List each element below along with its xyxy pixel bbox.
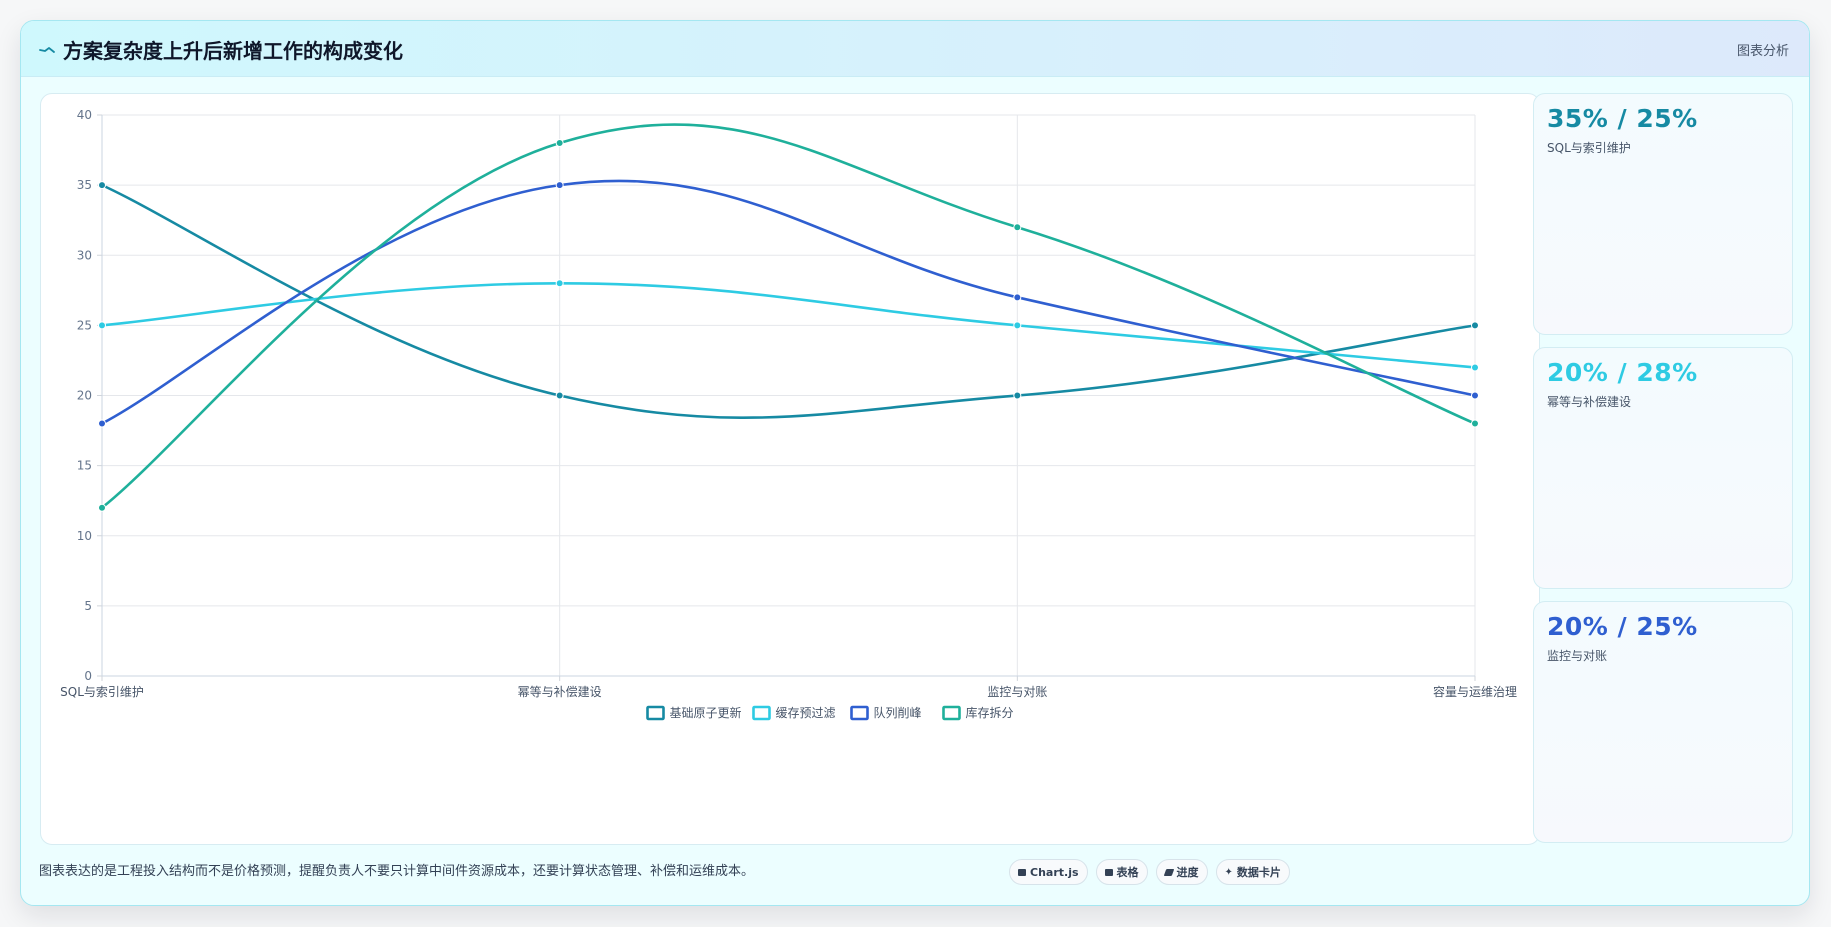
data-point	[555, 391, 564, 400]
x-tick-label: 容量与运维治理	[1433, 684, 1517, 699]
legend-swatch	[646, 705, 665, 721]
y-tick-label: 20	[77, 389, 92, 403]
stat-card-3: 20% / 25% 监控与对账	[1533, 601, 1793, 843]
legend-label: 库存拆分	[966, 705, 1014, 720]
card-header: 方案复杂度上升后新增工作的构成变化 图表分析	[21, 21, 1809, 77]
data-point	[1471, 363, 1479, 372]
data-point	[1013, 293, 1022, 302]
y-tick-label: 25	[77, 318, 92, 332]
stat-card-label: 幂等与补偿建设	[1547, 395, 1632, 409]
pill-label: 进度	[1176, 866, 1199, 879]
data-point	[98, 419, 106, 428]
legend-swatch	[850, 705, 869, 721]
chart-title: 方案复杂度上升后新增工作的构成变化	[63, 39, 403, 63]
y-tick-label: 0	[84, 669, 92, 683]
stat-card-label: SQL与索引维护	[1547, 141, 1631, 155]
series-line-4	[101, 123, 1476, 509]
y-tick-label: 15	[77, 459, 92, 473]
sparkle-icon: ✦	[1224, 866, 1233, 878]
data-point	[98, 181, 106, 190]
y-tick-label: 30	[77, 248, 92, 262]
legend-label: 缓存预过滤	[776, 706, 836, 720]
stat-card-value: 20% / 28%	[1547, 358, 1698, 387]
stat-card-2: 20% / 28% 幂等与补偿建设	[1533, 347, 1793, 589]
y-tick-label: 10	[77, 529, 92, 543]
table-icon	[1104, 868, 1113, 876]
progress-pill[interactable]: 进度	[1155, 859, 1208, 885]
pill-label: 数据卡片	[1236, 866, 1281, 879]
data-point	[98, 503, 106, 512]
stat-card-value: 20% / 25%	[1547, 612, 1698, 641]
chart-analysis-tag: 图表分析	[1736, 44, 1789, 59]
data-point	[555, 181, 564, 190]
y-tick-label: 40	[77, 108, 92, 122]
legend-swatch	[942, 705, 961, 721]
data-point	[1471, 391, 1479, 400]
pill-label: 表格	[1116, 866, 1139, 879]
table-pill[interactable]: 表格	[1095, 859, 1148, 885]
y-tick-label: 5	[84, 599, 92, 613]
series-line-2	[101, 281, 1476, 369]
trend-line-icon	[39, 47, 55, 53]
data-card-pill[interactable]: ✦ 数据卡片	[1215, 859, 1290, 885]
series-line-3	[101, 179, 1476, 425]
data-point	[1013, 321, 1022, 330]
legend-swatch	[752, 705, 771, 721]
data-point	[1471, 419, 1479, 428]
data-point	[1471, 321, 1479, 330]
x-tick-label: SQL与索引维护	[60, 685, 144, 699]
data-point	[555, 139, 564, 148]
line-chart: 0 5 10 15 20 25 30 35 40 SQL与索引维护 幂等与补偿建设 监控与对账 容量与运…	[60, 108, 1517, 721]
data-point	[555, 279, 564, 288]
x-tick-label: 监控与对账	[987, 685, 1047, 699]
series-line-1	[101, 183, 1476, 419]
stat-card-label: 监控与对账	[1547, 649, 1608, 663]
stat-card-value: 35% / 25%	[1547, 104, 1698, 133]
chart-icon	[1018, 868, 1026, 876]
x-tick-label: 幂等与补偿建设	[518, 684, 602, 699]
feature-pills: Chart.js 表格 进度 ✦ 数据卡片	[1009, 859, 1290, 885]
progress-icon	[1163, 868, 1174, 876]
y-tick-label: 35	[77, 178, 92, 192]
stat-card-1: 35% / 25% SQL与索引维护	[1533, 93, 1793, 335]
chart-card: 方案复杂度上升后新增工作的构成变化 图表分析 0 5 10 15 20 25 30 35 40 S…	[20, 20, 1810, 906]
chartjs-pill[interactable]: Chart.js	[1009, 859, 1088, 885]
legend-label: 队列削峰	[874, 705, 922, 720]
pill-label: Chart.js	[1030, 865, 1079, 879]
data-point	[1013, 223, 1022, 232]
chart-panel: 0 5 10 15 20 25 30 35 40 SQL与索引维护 幂等与补偿建设 监控与对账 容量与运…	[40, 93, 1540, 845]
legend-label: 基础原子更新	[670, 705, 742, 720]
data-point	[1013, 391, 1022, 400]
data-point	[98, 321, 106, 330]
chart-footnote: 图表表达的是工程投入结构而不是价格预测，提醒负责人不要只计算中间件资源成本，还要…	[39, 864, 755, 879]
